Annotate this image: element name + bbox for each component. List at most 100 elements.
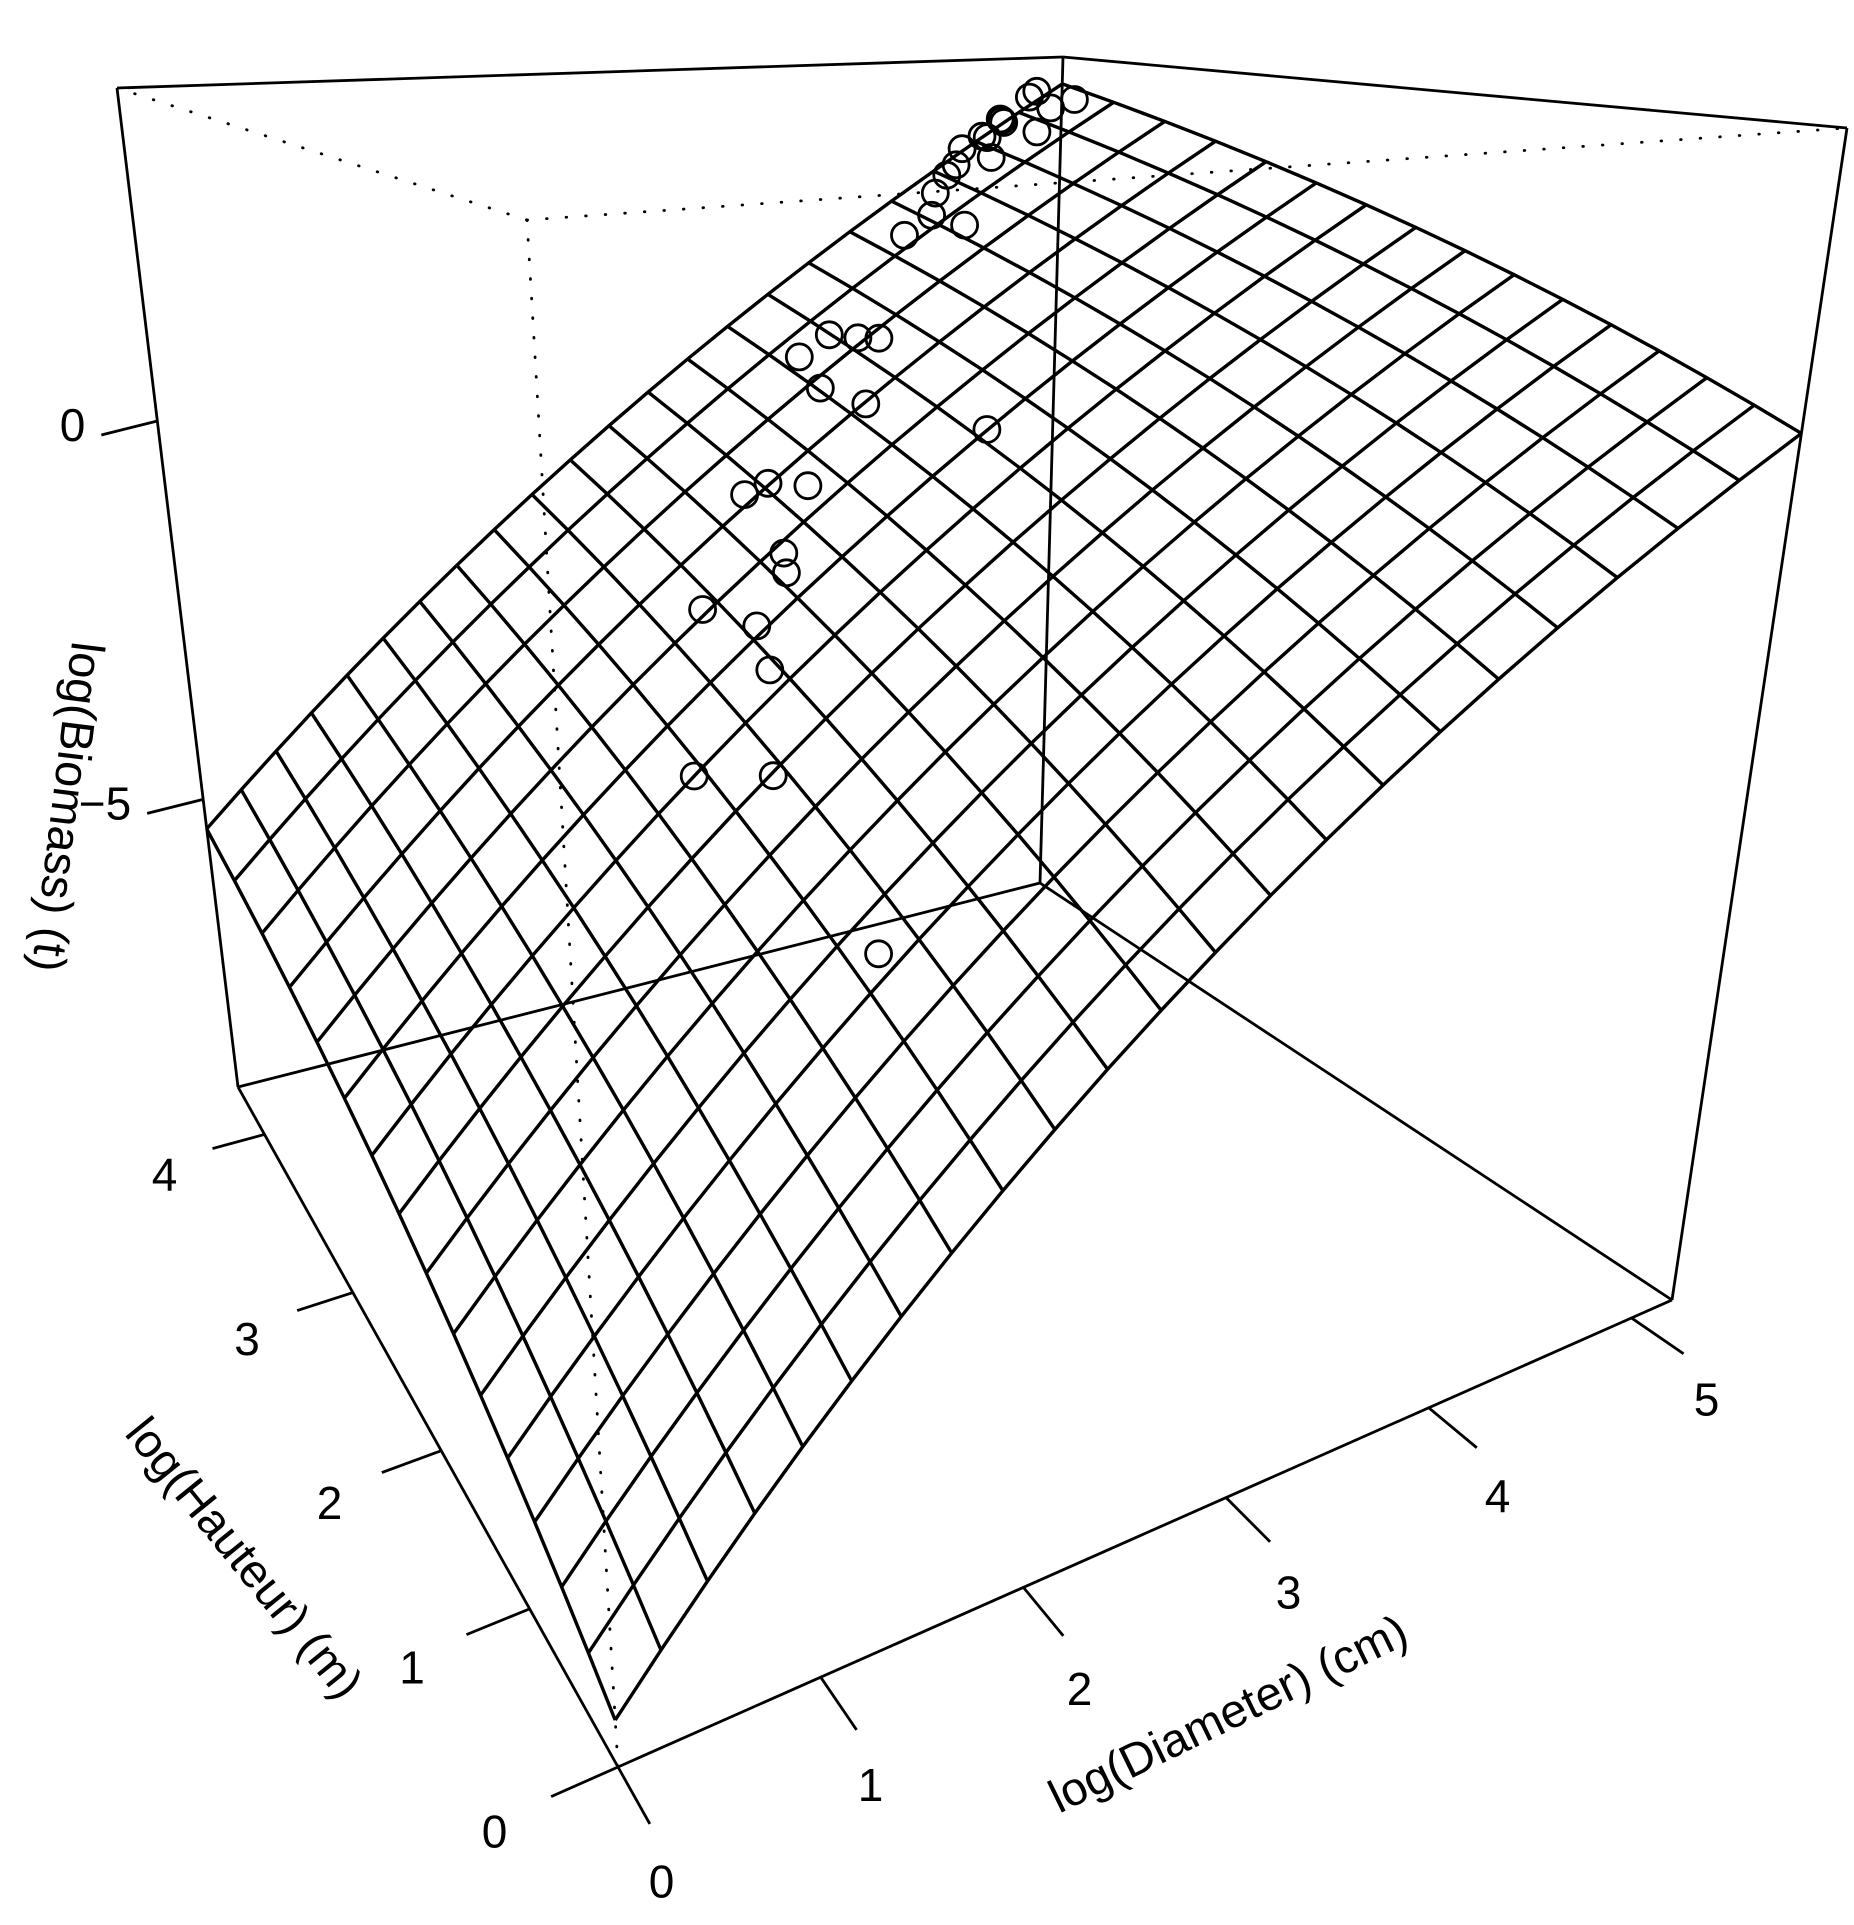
y-tick-label: 0	[482, 1806, 508, 1858]
axis-titles: log(Diameter) (cm)log(Hauteur) (m)log(Bi…	[22, 639, 1416, 1823]
mesh-line-const-y	[533, 349, 1661, 1523]
mesh-line-const-y	[205, 82, 1064, 831]
y-tick	[212, 1133, 265, 1150]
y-tick	[381, 1449, 442, 1474]
mesh-line-const-x	[381, 637, 854, 1382]
box-edge	[236, 1086, 620, 1768]
mesh-line-const-y	[586, 403, 1756, 1654]
mesh-line-const-y	[424, 249, 1467, 1275]
x-tick	[1022, 1586, 1065, 1637]
data-point	[972, 415, 1002, 444]
data-point	[950, 210, 979, 240]
data-point	[976, 143, 1006, 172]
box-front-edges	[115, 55, 1849, 1769]
mesh-line-const-x	[890, 199, 1559, 630]
box-edge-dotted	[115, 86, 529, 222]
data-point	[987, 105, 1017, 135]
box-edge	[1670, 127, 1849, 1301]
data-point	[742, 611, 772, 641]
mesh-line-const-y	[506, 323, 1613, 1459]
box-edge-dotted	[525, 126, 1849, 222]
box-edge-back	[1038, 56, 1065, 884]
mesh-line-const-x	[766, 292, 1385, 787]
mesh-line-const-x	[239, 788, 663, 1651]
data-point	[1060, 85, 1089, 114]
data-point	[864, 939, 893, 969]
x-tick	[1427, 1406, 1478, 1449]
data-point	[758, 761, 788, 791]
data-point	[972, 123, 1002, 153]
box-edge	[1062, 55, 1848, 130]
data-point	[941, 150, 971, 180]
mesh-line-const-y	[370, 203, 1368, 1157]
mesh-line-const-x	[807, 261, 1442, 733]
mesh-line-const-y	[260, 119, 1166, 935]
x-axis-title: log(Diameter) (cm)	[1040, 1603, 1415, 1822]
data-point	[769, 538, 799, 568]
data-point	[864, 323, 894, 353]
data-point	[793, 471, 823, 501]
y-axis-title: log(Hauteur) (m)	[116, 1407, 374, 1708]
mesh-line-const-x	[492, 528, 1005, 1192]
x-tick-label: 5	[1694, 1374, 1720, 1426]
box-hidden-edges	[115, 86, 1849, 1769]
mesh-line-const-y	[560, 376, 1708, 1588]
mesh-line-const-y	[233, 100, 1115, 882]
mesh-line-const-y	[479, 298, 1564, 1397]
mesh-line-const-x	[647, 390, 1217, 954]
y-axis: 0 1 2 3 4	[152, 1133, 619, 1858]
box-edge	[617, 1298, 1673, 1769]
x-tick-label: 0	[649, 1856, 675, 1908]
box-edge	[116, 55, 1064, 90]
data-point	[917, 200, 946, 230]
mesh-line-const-x	[530, 493, 1057, 1131]
mesh-line-const-x	[849, 230, 1500, 681]
mesh-line-const-x	[726, 324, 1328, 841]
x-tick-label: 1	[858, 1759, 884, 1811]
y-tick-label: 1	[399, 1641, 425, 1693]
y-tick-label: 3	[234, 1313, 260, 1365]
y-tick-label: 4	[152, 1149, 178, 1201]
data-point	[947, 134, 977, 164]
mesh-line-const-x	[1018, 110, 1741, 482]
x-tick	[1225, 1496, 1272, 1543]
data-point	[755, 655, 785, 685]
mesh-line-const-x	[607, 424, 1163, 1012]
data-point	[851, 389, 881, 419]
data-point	[688, 595, 717, 624]
mesh-line-const-y	[315, 160, 1268, 1044]
x-tick	[1630, 1316, 1685, 1355]
data-point	[772, 558, 801, 588]
y-tick-label: 2	[317, 1477, 343, 1529]
mesh-line-const-y	[452, 273, 1516, 1335]
mesh-line-const-x	[455, 564, 954, 1254]
z-tick	[146, 798, 204, 815]
mesh-line-const-x	[205, 828, 617, 1721]
data-point	[814, 320, 844, 350]
box-edge-back	[237, 881, 1041, 1089]
z-tick-label: 0	[60, 399, 86, 451]
box-edge-back	[1039, 881, 1673, 1302]
x-tick-label: 2	[1067, 1663, 1093, 1715]
z-tick-label: −5	[79, 777, 131, 829]
data-point	[1036, 93, 1065, 123]
z-tick	[100, 419, 158, 437]
z-axis: 0 −5	[60, 399, 204, 829]
surface-mesh	[205, 82, 1803, 1722]
data-point	[784, 342, 814, 372]
data-point	[843, 323, 873, 353]
x-tick	[819, 1676, 858, 1731]
data-point	[890, 220, 919, 250]
mesh-line-const-y	[613, 432, 1803, 1722]
data-point	[679, 761, 709, 791]
mesh-line-const-x	[975, 139, 1679, 530]
data-point	[1022, 117, 1052, 147]
data-point	[730, 480, 759, 510]
data-point	[805, 373, 835, 403]
mesh-line-const-y	[288, 139, 1217, 989]
mesh-line-const-x	[932, 169, 1619, 579]
mesh-line-const-x	[309, 711, 757, 1515]
x-tick-label: 3	[1276, 1566, 1302, 1618]
